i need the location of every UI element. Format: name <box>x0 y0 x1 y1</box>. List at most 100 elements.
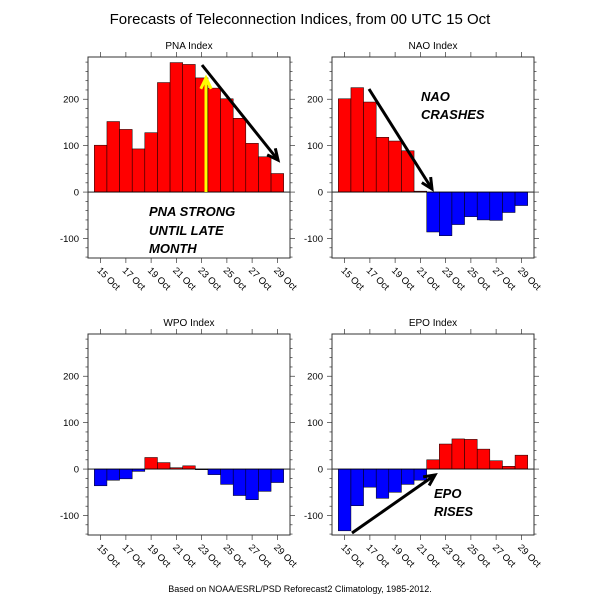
x-tick-label: 19 Oct <box>389 542 417 570</box>
panel-title: NAO Index <box>409 41 458 52</box>
bar <box>350 468 364 507</box>
plot-frame <box>87 333 291 536</box>
y-tick-label: 200 <box>63 372 79 383</box>
annotation-text: PNA STRONG <box>149 204 235 219</box>
bar <box>439 191 453 236</box>
x-tick-label: 27 Oct <box>246 265 274 293</box>
annotation-text: NAO <box>421 89 450 104</box>
figure-footer: Based on NOAA/ESRL/PSD Reforecast2 Clima… <box>168 584 431 594</box>
bar <box>245 468 259 500</box>
bar <box>106 121 120 193</box>
bar <box>220 98 234 193</box>
bar <box>451 438 465 470</box>
bar <box>182 465 196 470</box>
plot-frame <box>331 333 535 536</box>
arrow-head-icon <box>421 176 434 192</box>
bar <box>514 454 528 470</box>
bar <box>157 82 171 193</box>
y-tick-label: 100 <box>63 418 79 429</box>
x-tick-label: 25 Oct <box>221 542 249 570</box>
y-tick-label: 0 <box>74 188 79 199</box>
bar <box>426 459 440 470</box>
bar <box>363 468 377 488</box>
x-tick-label: 27 Oct <box>246 542 274 570</box>
x-tick-label: 15 Oct <box>339 542 367 570</box>
annotation-text: UNTIL LATE <box>149 223 224 238</box>
x-tick-label: 17 Oct <box>364 542 392 570</box>
annotation-arrow <box>200 64 280 161</box>
x-tick-label: 19 Oct <box>389 265 417 293</box>
bar <box>232 468 247 496</box>
y-tick-label: -100 <box>304 234 323 245</box>
x-tick-label: 23 Oct <box>196 265 224 293</box>
x-tick-label: 21 Oct <box>170 542 198 570</box>
annotation-arrow <box>351 473 436 535</box>
bar <box>388 468 402 493</box>
x-tick-label: 19 Oct <box>145 265 173 293</box>
bar <box>207 468 221 475</box>
x-tick-label: 25 Oct <box>465 542 493 570</box>
x-tick-label: 27 Oct <box>490 265 518 293</box>
bar <box>451 191 465 225</box>
annotation-text: RISES <box>434 504 473 519</box>
bar <box>131 148 146 193</box>
annotation-text: EPO <box>434 486 461 501</box>
y-tick-label: 200 <box>307 95 323 106</box>
bar <box>94 468 108 487</box>
x-tick-label: 27 Oct <box>490 542 518 570</box>
bar <box>338 468 352 532</box>
panel-title: WPO Index <box>163 318 214 329</box>
x-tick-label: 17 Oct <box>120 265 148 293</box>
bar <box>169 62 183 193</box>
x-tick-label: 29 Oct <box>271 265 299 293</box>
bar <box>363 101 377 193</box>
arrow-head-icon <box>422 473 438 487</box>
panel-title: EPO Index <box>409 318 457 329</box>
y-tick-label: 200 <box>307 372 323 383</box>
y-tick-label: 200 <box>63 95 79 106</box>
y-tick-label: -100 <box>304 511 323 522</box>
bar <box>375 137 390 193</box>
bar <box>270 468 284 483</box>
x-tick-label: 15 Oct <box>95 265 123 293</box>
bar <box>144 457 158 470</box>
bar <box>426 191 440 233</box>
bar <box>207 87 221 193</box>
x-tick-label: 17 Oct <box>120 542 148 570</box>
bar <box>338 98 352 193</box>
y-tick-label: -100 <box>60 511 79 522</box>
y-tick-label: 0 <box>74 465 79 476</box>
x-tick-label: 21 Oct <box>414 542 442 570</box>
x-tick-label: 25 Oct <box>221 265 249 293</box>
bar <box>270 173 284 193</box>
bar <box>258 468 272 492</box>
bar <box>401 468 415 485</box>
x-tick-label: 21 Oct <box>170 265 198 293</box>
x-tick-label: 23 Oct <box>440 542 468 570</box>
y-tick-label: 100 <box>63 141 79 152</box>
bar <box>439 443 453 470</box>
bar <box>476 448 491 470</box>
bar <box>489 191 503 221</box>
annotation-arrow <box>367 88 434 190</box>
y-tick-label: 0 <box>318 188 323 199</box>
plot-frame <box>87 56 291 259</box>
bar <box>245 143 259 193</box>
bar <box>464 191 478 217</box>
bar <box>514 191 528 206</box>
bar <box>375 468 390 499</box>
bar <box>350 87 364 193</box>
arrow-head-icon <box>199 74 213 90</box>
bar <box>476 191 491 221</box>
y-tick-label: 100 <box>307 418 323 429</box>
bar <box>106 468 120 481</box>
bar <box>119 129 133 193</box>
x-tick-label: 15 Oct <box>339 265 367 293</box>
bar <box>144 132 158 193</box>
x-tick-label: 25 Oct <box>465 265 493 293</box>
